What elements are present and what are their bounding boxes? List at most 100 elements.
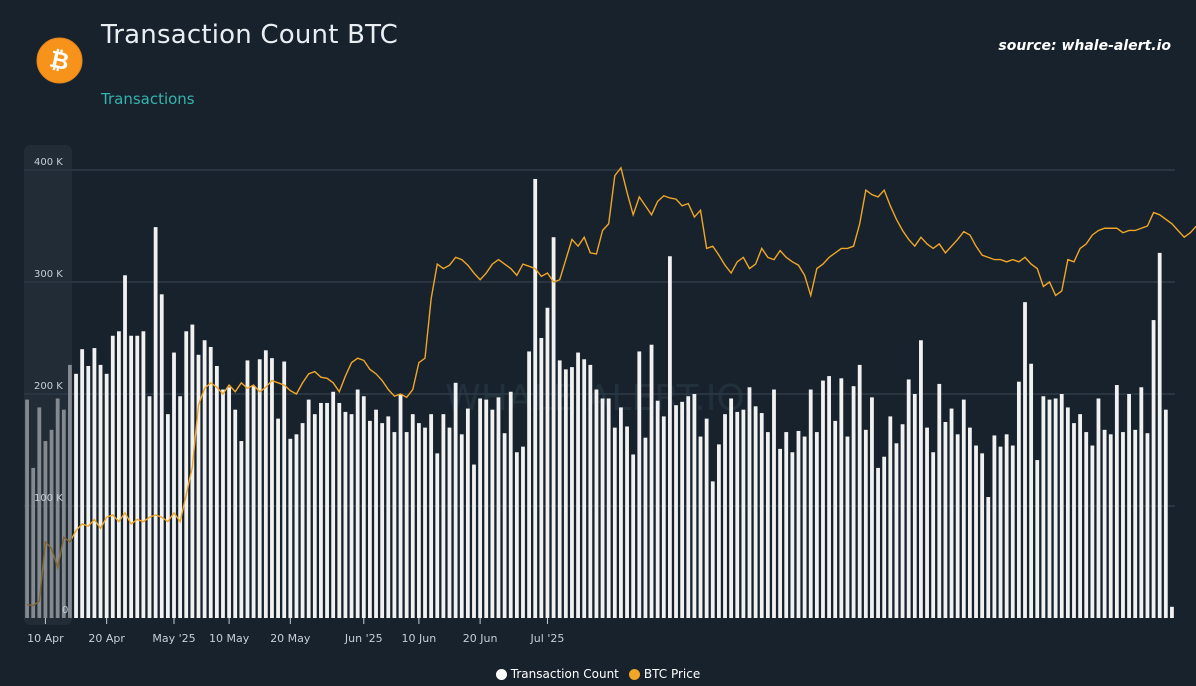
bar[interactable]: [325, 402, 329, 618]
bar[interactable]: [1139, 387, 1144, 618]
bar[interactable]: [257, 359, 262, 618]
bar[interactable]: [986, 497, 991, 618]
bar[interactable]: [196, 354, 201, 618]
bar[interactable]: [637, 351, 642, 618]
bar[interactable]: [392, 432, 397, 618]
bar[interactable]: [704, 418, 709, 618]
bar[interactable]: [619, 407, 623, 618]
bar[interactable]: [668, 256, 672, 618]
bar[interactable]: [998, 446, 1003, 618]
bar[interactable]: [270, 358, 274, 618]
bar[interactable]: [429, 414, 434, 618]
bar[interactable]: [802, 436, 807, 618]
bar[interactable]: [992, 435, 997, 618]
bar[interactable]: [974, 445, 978, 618]
bar[interactable]: [570, 367, 574, 618]
bar[interactable]: [398, 394, 403, 618]
bar[interactable]: [784, 432, 789, 618]
bar[interactable]: [772, 389, 776, 618]
bar[interactable]: [943, 422, 948, 618]
bar[interactable]: [263, 350, 268, 618]
bar[interactable]: [747, 387, 752, 618]
bar[interactable]: [759, 413, 764, 618]
bar[interactable]: [147, 396, 152, 618]
legend-item-btc-price[interactable]: BTC Price: [628, 667, 700, 681]
bar[interactable]: [980, 453, 985, 618]
bar[interactable]: [1072, 423, 1076, 618]
bar[interactable]: [123, 275, 127, 618]
bar[interactable]: [319, 402, 323, 618]
bar[interactable]: [686, 396, 691, 618]
bar[interactable]: [765, 432, 770, 618]
bar[interactable]: [521, 446, 525, 618]
bar[interactable]: [839, 378, 844, 618]
legend-item-transaction-count[interactable]: Transaction Count: [495, 667, 619, 681]
bar[interactable]: [919, 340, 923, 618]
bar[interactable]: [661, 416, 666, 618]
bar[interactable]: [876, 467, 880, 618]
bar[interactable]: [104, 373, 109, 618]
bar[interactable]: [349, 414, 354, 618]
bar[interactable]: [416, 423, 421, 618]
bar[interactable]: [410, 414, 415, 618]
bar[interactable]: [1059, 394, 1064, 618]
bar[interactable]: [110, 335, 115, 618]
bar[interactable]: [674, 405, 678, 618]
bar[interactable]: [159, 294, 164, 618]
bar[interactable]: [894, 443, 899, 618]
bar[interactable]: [490, 409, 495, 618]
bar[interactable]: [306, 399, 311, 618]
bar[interactable]: [955, 434, 960, 618]
bar[interactable]: [508, 391, 513, 618]
bar[interactable]: [680, 401, 685, 618]
bar[interactable]: [221, 389, 225, 618]
bar[interactable]: [863, 429, 868, 618]
bar[interactable]: [233, 409, 238, 618]
bar[interactable]: [527, 351, 531, 618]
bar[interactable]: [92, 348, 97, 618]
bar[interactable]: [710, 481, 715, 618]
bar[interactable]: [368, 420, 372, 618]
bar[interactable]: [796, 430, 801, 618]
bar[interactable]: [1010, 445, 1015, 618]
bar[interactable]: [502, 433, 507, 618]
bar[interactable]: [141, 331, 146, 618]
bar[interactable]: [1133, 429, 1138, 618]
bar[interactable]: [214, 366, 219, 618]
bar[interactable]: [606, 398, 611, 618]
bar[interactable]: [582, 359, 587, 618]
bar[interactable]: [851, 386, 856, 618]
bar[interactable]: [178, 396, 183, 618]
bar[interactable]: [1041, 396, 1046, 618]
navigator-handle[interactable]: [24, 145, 72, 625]
bar[interactable]: [1145, 433, 1150, 618]
bar[interactable]: [484, 399, 489, 618]
bar[interactable]: [172, 352, 176, 618]
bar[interactable]: [539, 338, 544, 618]
bar[interactable]: [576, 352, 580, 618]
bar[interactable]: [968, 427, 972, 618]
bar[interactable]: [74, 373, 78, 618]
bar[interactable]: [153, 227, 158, 618]
bar[interactable]: [202, 340, 207, 618]
bar[interactable]: [741, 409, 746, 618]
bar[interactable]: [80, 349, 85, 618]
bar[interactable]: [514, 452, 519, 618]
bar[interactable]: [833, 420, 838, 618]
bar[interactable]: [245, 360, 250, 618]
bar[interactable]: [1016, 381, 1021, 618]
bar[interactable]: [1029, 363, 1034, 618]
bar[interactable]: [117, 331, 121, 618]
bar[interactable]: [716, 444, 721, 618]
bar[interactable]: [588, 364, 593, 618]
bar[interactable]: [312, 414, 317, 618]
bar[interactable]: [98, 364, 103, 618]
bar[interactable]: [827, 376, 831, 618]
bar[interactable]: [1078, 414, 1083, 618]
bar[interactable]: [441, 414, 446, 618]
bar[interactable]: [735, 411, 740, 618]
bar[interactable]: [496, 397, 501, 618]
bar[interactable]: [165, 414, 170, 618]
bar[interactable]: [692, 394, 697, 618]
bar[interactable]: [925, 427, 929, 618]
